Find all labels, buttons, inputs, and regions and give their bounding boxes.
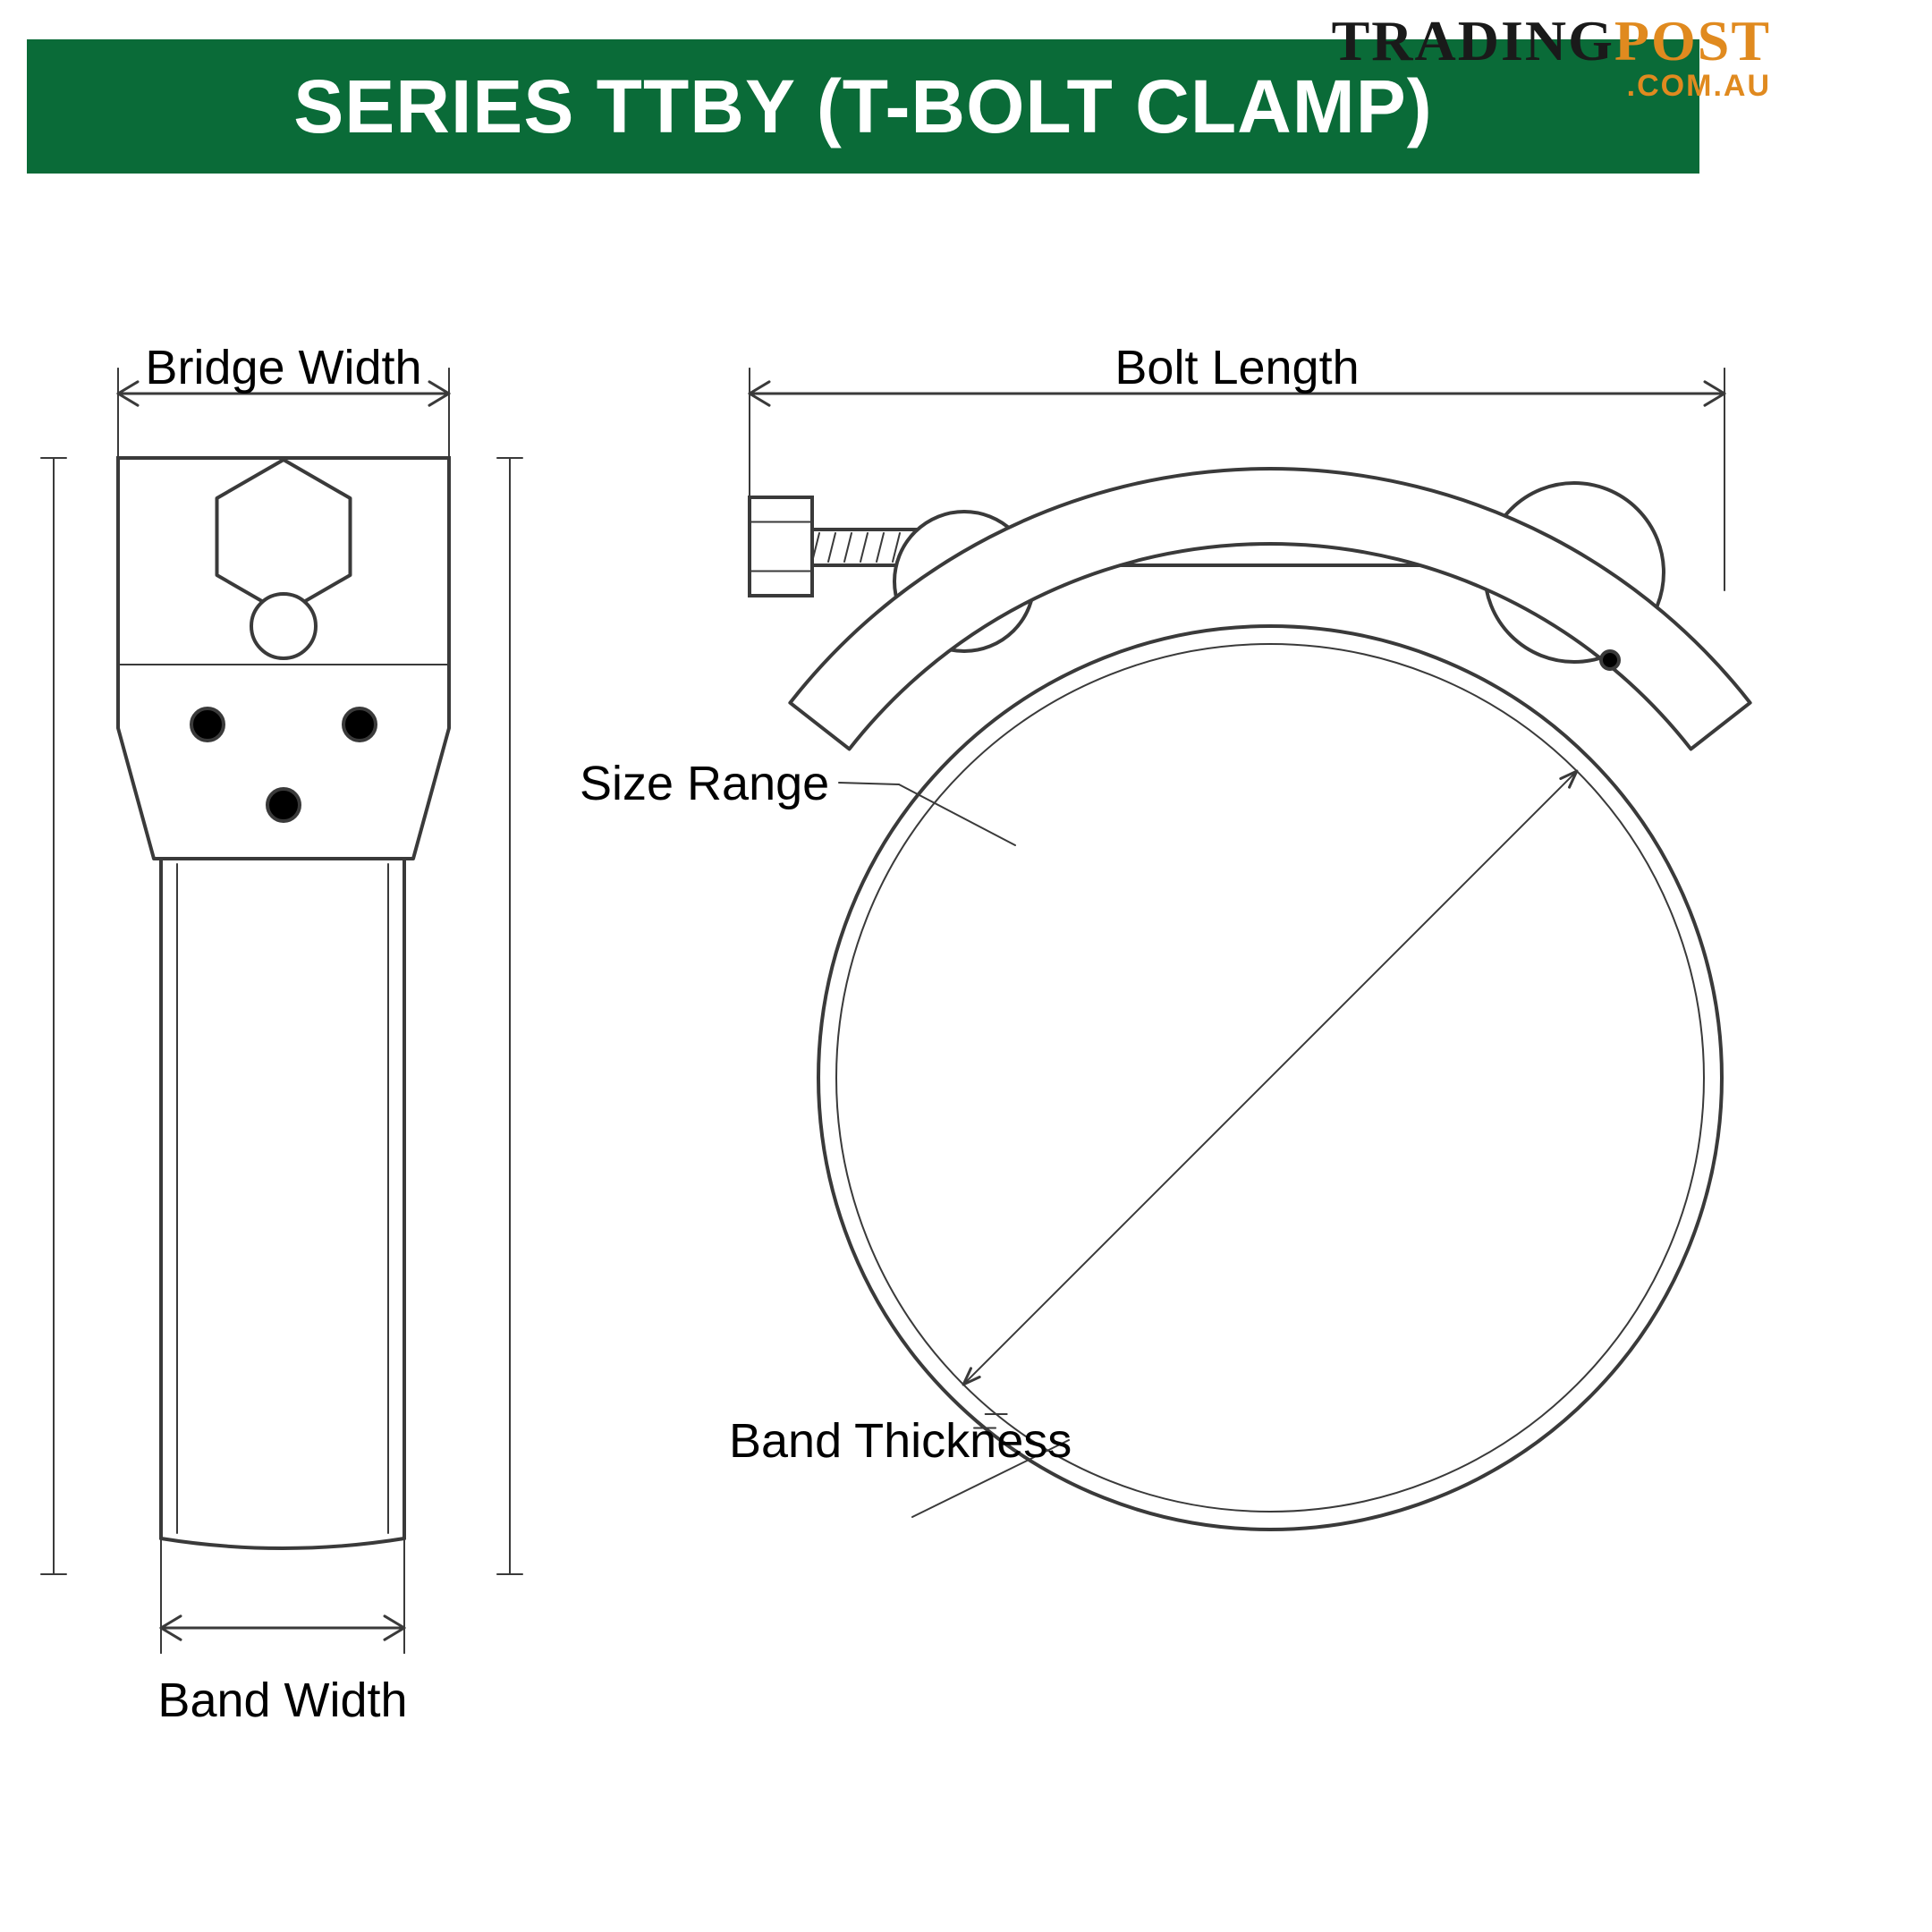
label-bridge-width: Bridge Width xyxy=(145,340,421,395)
label-band-width: Band Width xyxy=(157,1673,407,1728)
label-size-range: Size Range xyxy=(580,756,829,811)
label-band-thickness: Band Thickness xyxy=(729,1413,1072,1469)
label-bolt-length: Bolt Length xyxy=(1114,340,1359,395)
technical-drawing xyxy=(0,0,1932,1932)
